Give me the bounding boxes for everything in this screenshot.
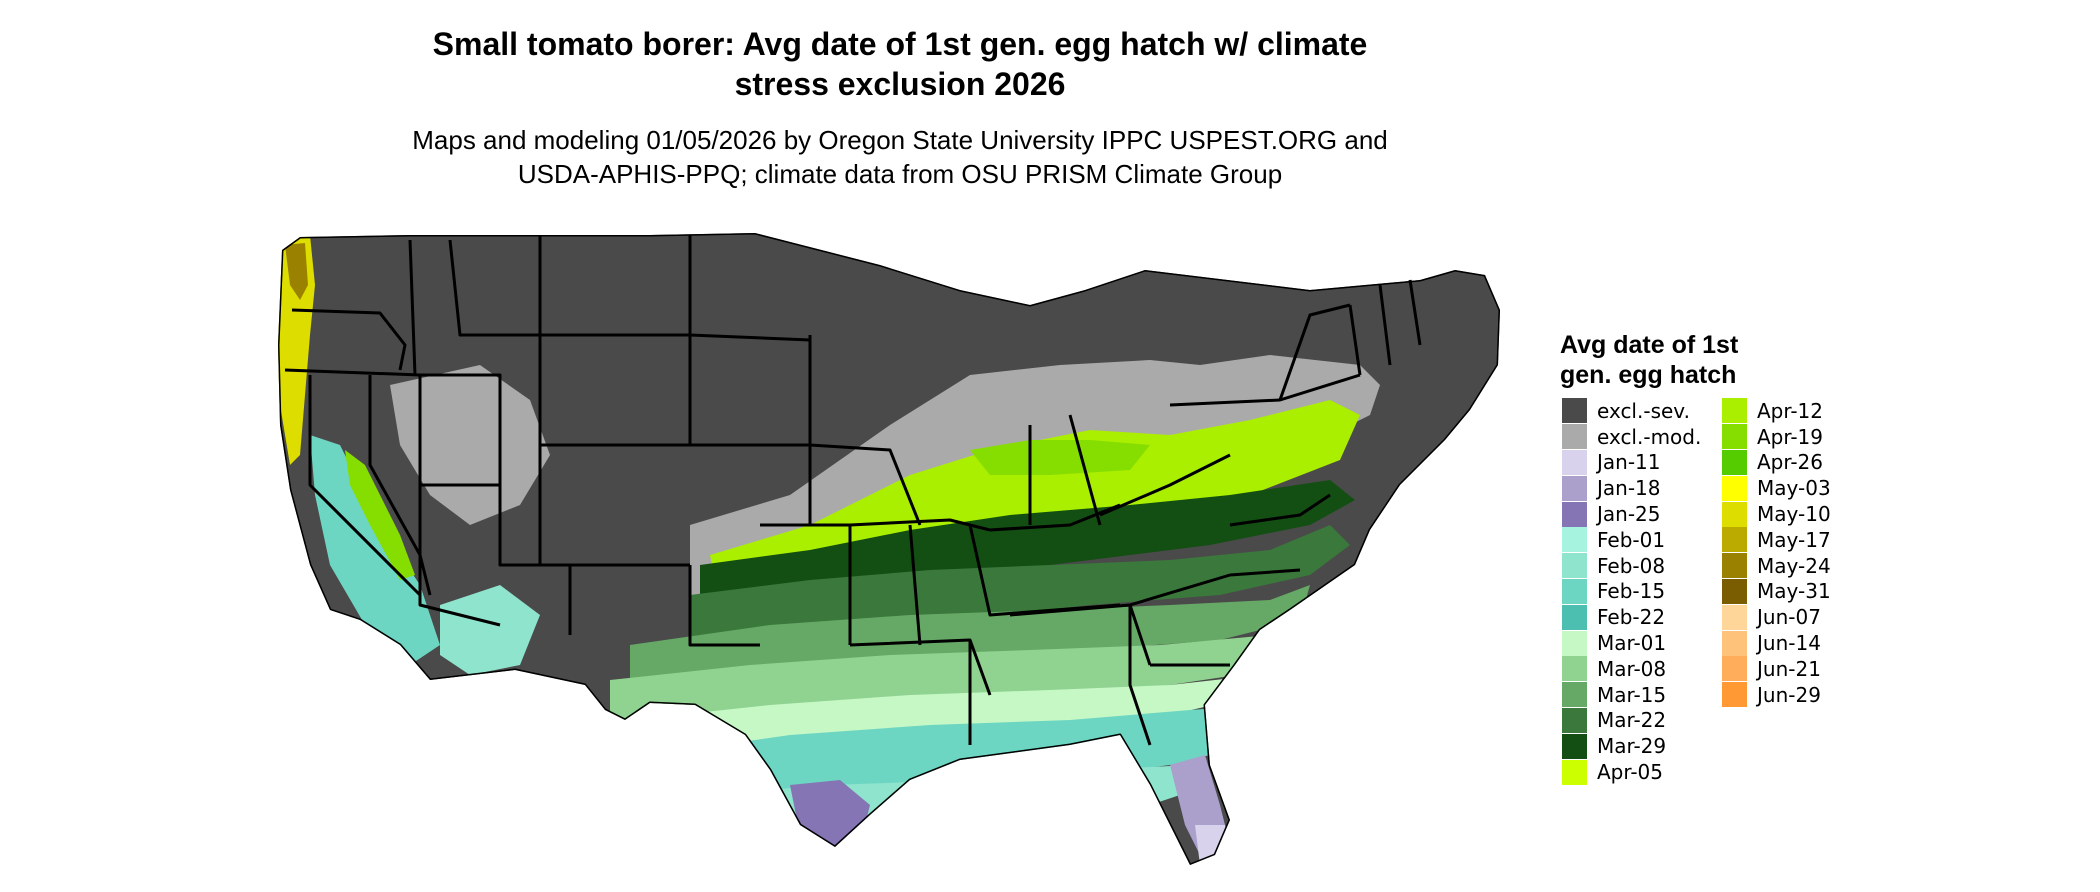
zone-west-coast-olive [285,243,308,300]
legend-swatch [1722,604,1747,630]
legend-label: Feb-22 [1597,605,1666,630]
legend-item: Apr-05 [1562,759,1701,785]
subtitle-line-1: Maps and modeling 01/05/2026 by Oregon S… [412,125,1388,155]
legend-swatch [1562,707,1587,733]
legend-item: Jun-21 [1722,656,1831,682]
map-subtitle: Maps and modeling 01/05/2026 by Oregon S… [300,123,1500,191]
legend-item: May-03 [1722,475,1831,501]
legend-item: May-24 [1722,553,1831,579]
legend-swatch [1722,424,1747,450]
legend-swatch [1722,656,1747,682]
legend-label: Jan-18 [1597,476,1661,501]
legend-swatch [1722,630,1747,656]
legend-item: excl.-mod. [1562,424,1701,450]
legend-item: Jun-14 [1722,630,1831,656]
legend-title: Avg date of 1st gen. egg hatch [1560,330,1820,390]
legend-item: Apr-19 [1722,424,1831,450]
us-map [278,233,1500,865]
legend-item: Jun-07 [1722,604,1831,630]
legend-label: Jun-21 [1757,656,1821,681]
legend-label: excl.-mod. [1597,424,1702,449]
legend-label: excl.-sev. [1597,398,1690,423]
legend-item: Mar-22 [1562,707,1701,734]
legend-swatch [1722,527,1747,553]
legend-swatch [1722,449,1747,475]
zone-west-coast-yellow [278,235,315,465]
legend-swatch [1562,682,1587,708]
legend-label: Apr-19 [1757,424,1823,449]
legend-label: Mar-29 [1597,734,1667,759]
legend-label: Apr-12 [1757,398,1823,423]
legend-swatch [1562,501,1587,527]
legend-swatch [1562,656,1587,682]
legend-item: Feb-22 [1562,604,1701,630]
legend-item: Mar-15 [1562,682,1701,708]
legend-swatch [1562,604,1587,630]
legend-swatch [1562,449,1587,475]
legend-label: May-31 [1757,579,1831,604]
legend-title-line-1: Avg date of 1st [1560,331,1739,359]
legend-swatch [1562,630,1587,656]
legend-label: Mar-01 [1597,631,1667,656]
legend-label: May-17 [1757,527,1831,552]
zone-california-green [345,450,415,580]
legend-swatch [1562,578,1587,604]
zone-arizona [440,585,540,675]
legend-item: Jan-11 [1562,449,1701,476]
legend-label: May-10 [1757,502,1831,527]
legend-label: Mar-22 [1597,708,1667,733]
legend-swatch [1562,733,1587,759]
legend-item: May-10 [1722,501,1831,527]
legend-swatch [1562,398,1587,424]
map-title: Small tomato borer: Avg date of 1st gen.… [300,24,1500,104]
legend-swatch [1722,553,1747,579]
subtitle-line-2: USDA-APHIS-PPQ; climate data from OSU PR… [517,159,1283,189]
legend-label: Apr-26 [1757,450,1823,475]
legend-label: Jan-11 [1597,450,1661,475]
legend-item: Mar-08 [1562,656,1701,682]
legend-column-1: excl.-sev. excl.-mod. Jan-11 Jan-18 Jan-25 Fe… [1562,398,1701,785]
legend-label: Mar-15 [1597,682,1667,707]
legend-swatch [1562,527,1587,553]
legend-swatch [1722,682,1747,708]
legend-item: Mar-29 [1562,733,1701,759]
legend-label: Apr-05 [1597,760,1663,785]
legend-label: Jun-07 [1757,605,1821,630]
legend-item: Feb-15 [1562,578,1701,605]
legend-swatch [1722,501,1747,527]
title-line-2: stress exclusion 2026 [734,66,1066,102]
legend-swatch [1562,553,1587,579]
legend-item: May-31 [1722,578,1831,605]
legend-item: Apr-12 [1722,398,1831,424]
legend-item: Mar-01 [1562,630,1701,656]
legend-item: excl.-sev. [1562,398,1701,424]
legend-label: Jun-29 [1757,682,1821,707]
legend-title-line-2: gen. egg hatch [1560,361,1737,389]
legend-label: Mar-08 [1597,656,1667,681]
legend-item: Feb-01 [1562,527,1701,553]
legend-item: Apr-26 [1722,449,1831,476]
legend-item: Feb-08 [1562,553,1701,579]
legend-swatch [1722,578,1747,604]
legend-column-2: Apr-12 Apr-19 Apr-26 May-03 May-10 May-17 May-… [1722,398,1831,708]
legend-item: Jan-18 [1562,475,1701,501]
legend-label: Feb-15 [1597,579,1666,604]
title-line-1: Small tomato borer: Avg date of 1st gen.… [432,26,1368,62]
legend-label: Jan-25 [1597,502,1661,527]
legend-item: Jan-25 [1562,501,1701,527]
legend-label: May-24 [1757,553,1831,578]
legend-swatch [1562,475,1587,501]
legend-item: Jun-29 [1722,682,1831,708]
legend-swatch [1562,759,1587,785]
zone-apr-dark [970,440,1150,475]
legend-label: Feb-08 [1597,553,1666,578]
legend-swatch [1722,475,1747,501]
legend-item: May-17 [1722,527,1831,553]
legend-label: May-03 [1757,476,1831,501]
legend-swatch [1562,424,1587,450]
legend-swatch [1722,398,1747,424]
legend-label: Feb-01 [1597,527,1666,552]
legend-label: Jun-14 [1757,631,1821,656]
